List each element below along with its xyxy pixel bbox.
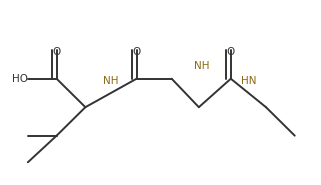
- Text: HN: HN: [241, 76, 256, 86]
- Text: NH: NH: [103, 76, 119, 86]
- Text: O: O: [227, 47, 235, 57]
- Text: NH: NH: [194, 61, 209, 71]
- Text: HO: HO: [12, 74, 28, 84]
- Text: O: O: [132, 47, 141, 57]
- Text: O: O: [53, 47, 61, 57]
